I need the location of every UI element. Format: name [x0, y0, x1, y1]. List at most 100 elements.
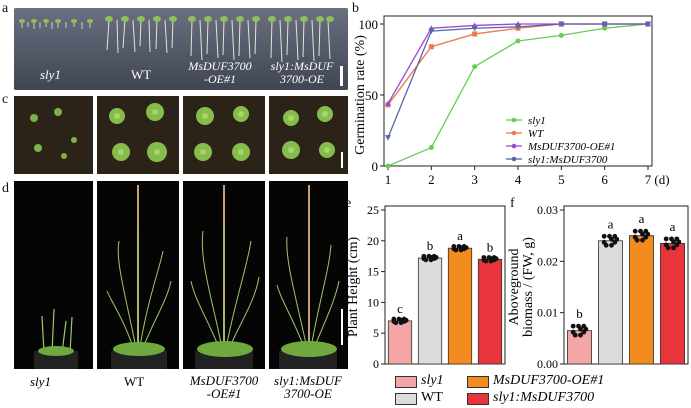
x-tick-label: 1 — [385, 172, 392, 187]
replicate-dot — [578, 332, 583, 338]
legend-entry: MsDUF3700-OE#1 — [527, 141, 615, 153]
rosette-photo-wt — [97, 96, 179, 174]
gel-label-sly1: sly1 — [40, 67, 61, 82]
replicate-dot — [632, 234, 638, 240]
y-tick-label: 100 — [359, 17, 379, 32]
plant-photo-wt — [97, 181, 179, 369]
x-axis-label: (d) — [654, 172, 669, 187]
replicate-dot — [601, 239, 607, 245]
replicate-dot — [456, 243, 462, 249]
gel-label-cross-line1: sly1:MsDUF — [270, 59, 334, 73]
y-tick-label: 0.03 — [537, 203, 558, 217]
x-tick-label: 6 — [601, 172, 608, 187]
legend-label-oe: MsDUF3700-OE#1 — [493, 373, 605, 388]
y-tick-label: 5 — [373, 326, 379, 340]
replicate-dot — [576, 323, 581, 329]
replicate-dot — [458, 247, 464, 253]
plot-frame — [563, 205, 689, 365]
gel-label-oe-line2: -OE#1 — [204, 72, 236, 86]
bottom-label-cross: sly1:MsDUF 3700-OE — [262, 374, 354, 400]
y-tick-label: 25 — [367, 203, 379, 217]
legend-swatch-oe — [467, 376, 489, 388]
rosette-photo-oe — [183, 96, 265, 174]
data-point — [471, 25, 478, 32]
gel-label-oe-line1: MsDUF3700 — [188, 59, 252, 73]
legend-marker — [511, 130, 517, 136]
data-point — [428, 145, 434, 151]
data-point — [601, 21, 608, 27]
replicate-dot — [461, 243, 467, 249]
replicate-dot — [581, 323, 587, 329]
panel-label-c: c — [2, 92, 9, 107]
y-axis-label-line2: biomass / (FW, g) — [521, 237, 536, 337]
replicate-dot — [486, 255, 492, 260]
significance-letter: c — [397, 301, 403, 316]
significance-letter: a — [639, 211, 645, 226]
data-point — [428, 44, 434, 50]
panel-label-f: f — [510, 196, 515, 211]
replicate-dot — [428, 257, 434, 263]
y-tick-label: 10 — [367, 295, 379, 309]
plant-photo-oe — [183, 181, 265, 369]
legend-label-sly1: sly1 — [421, 373, 444, 388]
data-point — [602, 25, 608, 31]
replicate-dot — [570, 329, 576, 335]
bottom-label-oe-line2: -OE#1 — [206, 386, 242, 401]
data-point — [385, 100, 391, 107]
legend-swatch-wt — [395, 393, 417, 405]
replicate-dot — [638, 228, 643, 234]
panel-label-a: a — [2, 1, 9, 16]
panel-label-b: b — [352, 1, 359, 16]
replicate-dot — [426, 253, 432, 259]
replicate-dot — [612, 233, 618, 239]
seedling-plate-photo: sly1 WT MsDUF3700 -OE#1 sly1:MsDUF 3700-… — [14, 8, 348, 90]
significance-letter: b — [576, 306, 583, 321]
replicate-dot — [570, 323, 576, 329]
seedling-row-cross — [270, 19, 331, 63]
panel-label-d: d — [2, 181, 9, 196]
replicate-dot — [663, 236, 669, 242]
replicate-dot — [401, 316, 407, 322]
data-point — [385, 135, 391, 141]
x-tick-label: 4 — [515, 172, 522, 187]
y-tick-label: 0 — [373, 357, 379, 371]
replicate-dot — [674, 236, 680, 242]
significance-letter: a — [608, 216, 614, 231]
bar — [417, 257, 443, 365]
bottom-label-cross-line1: sly1:MsDUF — [274, 373, 342, 388]
replicate-dot — [431, 253, 437, 259]
y-axis-label: Germination rate (%) — [353, 35, 368, 155]
replicate-dot — [601, 233, 607, 239]
x-tick-label: 5 — [558, 172, 565, 187]
replicate-dot — [481, 257, 487, 263]
legend-marker — [511, 156, 517, 162]
y-tick-label: 0.01 — [537, 306, 558, 320]
y-tick-label: 0 — [372, 159, 379, 174]
x-tick-label: 2 — [428, 172, 435, 187]
bottom-label-oe: MsDUF3700 -OE#1 — [176, 374, 272, 400]
bar — [387, 320, 413, 365]
y-tick-label: 20 — [367, 234, 379, 248]
legend-entry: sly1:MsDUF3700 — [528, 154, 608, 166]
germination-line-chart: 0 50 100 1 2 3 4 5 6 7 (d) Germination rate (%) sly1… — [353, 15, 670, 187]
replicate-dot — [451, 246, 457, 252]
legend-entry: sly1 — [528, 115, 546, 127]
seedling-plate-drawing — [14, 8, 348, 90]
y-tick-label: 50 — [365, 88, 378, 103]
bar — [477, 258, 503, 365]
legend-swatch-cross — [467, 393, 489, 405]
y-tick-label: 0.00 — [537, 357, 558, 371]
data-point — [472, 64, 478, 70]
data-point — [558, 32, 564, 38]
y-tick-label: 0.02 — [537, 254, 558, 268]
legend-entry: WT — [528, 128, 544, 140]
legend-marker — [511, 117, 517, 123]
legend-label-cross: sly1:MsDUF3700 — [493, 390, 595, 405]
scale-bar-d — [341, 309, 343, 345]
gel-label-cross: sly1:MsDUF 3700-OE — [262, 60, 342, 86]
seedling-row-wt — [106, 19, 174, 54]
x-tick-label: 3 — [471, 172, 478, 187]
scale-bar-c — [341, 152, 343, 168]
replicate-dot — [488, 258, 494, 264]
gel-label-oe: MsDUF3700 -OE#1 — [180, 60, 260, 86]
